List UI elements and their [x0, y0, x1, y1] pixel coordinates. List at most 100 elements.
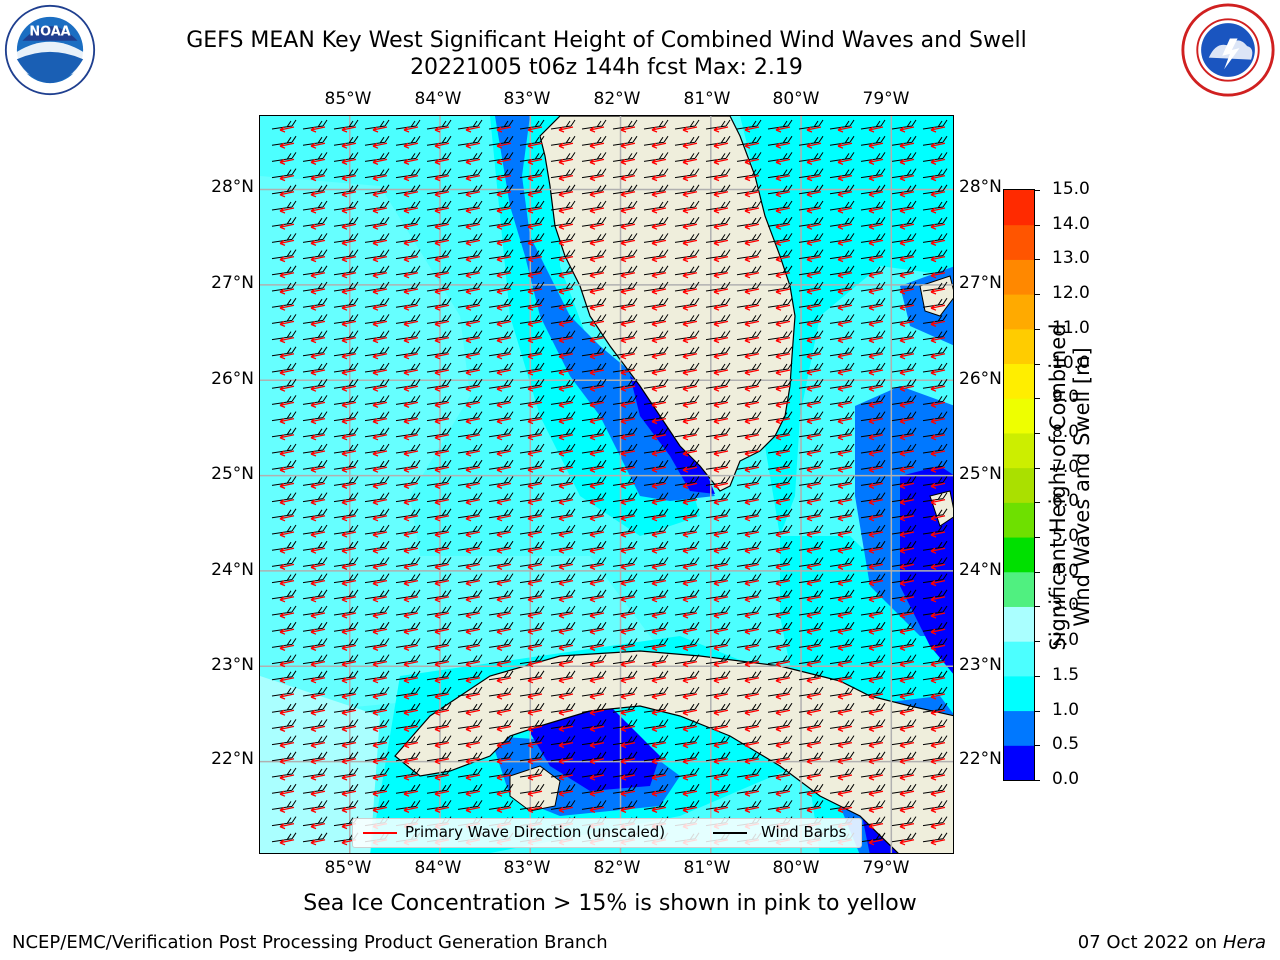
wave-direction-arrow	[713, 563, 729, 571]
wind-barb	[519, 735, 545, 746]
wave-direction-arrow	[744, 466, 760, 473]
wind-barb	[891, 702, 917, 713]
wind-barb	[922, 346, 948, 357]
wind-barb	[643, 135, 669, 146]
wave-direction-arrow	[682, 677, 698, 684]
wave-direction-arrow	[465, 353, 481, 360]
wave-direction-arrow	[589, 353, 605, 360]
wave-direction-arrow	[527, 126, 543, 133]
wind-barb	[488, 459, 514, 470]
wave-direction-arrow	[682, 207, 698, 214]
wind-barb	[767, 800, 793, 810]
wave-direction-arrow	[620, 482, 636, 490]
wind-barb	[643, 735, 669, 746]
wave-direction-arrow	[372, 612, 388, 619]
wind-barb	[798, 443, 824, 454]
wind-barb	[302, 621, 328, 632]
colorbar-tick-mark	[1034, 224, 1040, 226]
wave-direction-arrow	[279, 790, 295, 797]
wind-barb	[767, 233, 793, 243]
wave-direction-arrow	[589, 579, 605, 587]
wave-direction-arrow	[775, 790, 791, 797]
colorbar-segment	[1004, 571, 1034, 607]
wind-barb	[643, 638, 669, 648]
footer-right: 07 Oct 2022 on Hera	[1078, 932, 1266, 953]
wind-barb	[271, 443, 297, 454]
wave-direction-arrow	[496, 434, 512, 441]
wind-barb	[705, 476, 731, 486]
wave-direction-arrow	[434, 450, 450, 457]
wave-direction-arrow	[527, 563, 543, 571]
wave-direction-arrow	[713, 304, 729, 311]
wave-direction-arrow	[341, 158, 357, 166]
wind-barb	[922, 135, 948, 146]
wind-barb	[736, 638, 762, 648]
wave-direction-arrow	[899, 709, 915, 716]
wind-barb	[488, 184, 514, 195]
wind-barb	[302, 605, 328, 616]
wave-direction-arrow	[589, 547, 605, 554]
isla-juventud-land	[509, 765, 561, 812]
wind-barb	[457, 573, 483, 584]
wind-barb	[302, 119, 328, 130]
wind-barb	[395, 411, 421, 422]
wind-barb	[271, 427, 297, 438]
wave-direction-arrow	[527, 482, 543, 490]
wind-barb	[302, 686, 328, 697]
wind-barb	[922, 573, 948, 584]
wave-direction-arrow	[403, 304, 419, 311]
wave-direction-arrow	[341, 579, 357, 587]
wind-barb	[674, 152, 700, 162]
nws-logo	[1180, 2, 1276, 102]
wind-barb	[829, 686, 855, 697]
wave-direction-arrow	[713, 126, 729, 133]
wind-barb	[643, 443, 669, 454]
wind-barb	[302, 314, 328, 324]
wind-barb	[643, 508, 669, 519]
wind-barb	[891, 233, 917, 243]
wave-direction-arrow	[775, 741, 791, 749]
wind-barb	[519, 459, 545, 470]
wind-barb	[643, 557, 669, 567]
wave-direction-arrow	[868, 320, 884, 328]
wind-barb	[860, 281, 886, 292]
wave-direction-arrow	[899, 142, 915, 149]
wind-barb	[581, 800, 607, 810]
wind-barb	[891, 719, 917, 729]
wave-direction-arrow	[434, 482, 450, 490]
wave-direction-arrow	[465, 385, 481, 392]
wave-direction-arrow	[372, 158, 388, 166]
wind-barb	[891, 735, 917, 746]
wind-barb	[860, 670, 886, 681]
wave-direction-arrow	[651, 596, 667, 603]
wave-direction-arrow	[279, 482, 295, 490]
wave-direction-arrow	[403, 741, 419, 749]
wind-barb	[550, 281, 576, 292]
wind-barb	[891, 216, 917, 227]
wind-barb	[302, 476, 328, 486]
wave-direction-arrow	[465, 466, 481, 473]
cuba-land	[394, 650, 953, 853]
wind-barb	[364, 297, 390, 308]
wind-barb	[643, 719, 669, 729]
wind-barb	[395, 492, 421, 503]
wind-barb	[767, 476, 793, 486]
wind-barb	[705, 589, 731, 600]
wind-barb	[922, 524, 948, 535]
wind-barb	[581, 427, 607, 438]
wave-direction-arrow	[682, 320, 698, 328]
wind-barb	[736, 686, 762, 697]
wind-barb	[550, 702, 576, 713]
wind-barb	[891, 492, 917, 503]
wave-direction-arrow	[310, 741, 326, 749]
wave-direction-arrow	[465, 336, 481, 344]
wind-barb	[333, 459, 359, 470]
wave-direction-arrow	[403, 498, 419, 506]
wind-barb	[736, 362, 762, 373]
wind-barb	[519, 281, 545, 292]
wind-barb	[364, 476, 390, 486]
wind-barb	[426, 314, 452, 324]
wind-barb	[333, 638, 359, 648]
wave-direction-arrow	[651, 158, 667, 166]
wind-barb	[736, 702, 762, 713]
